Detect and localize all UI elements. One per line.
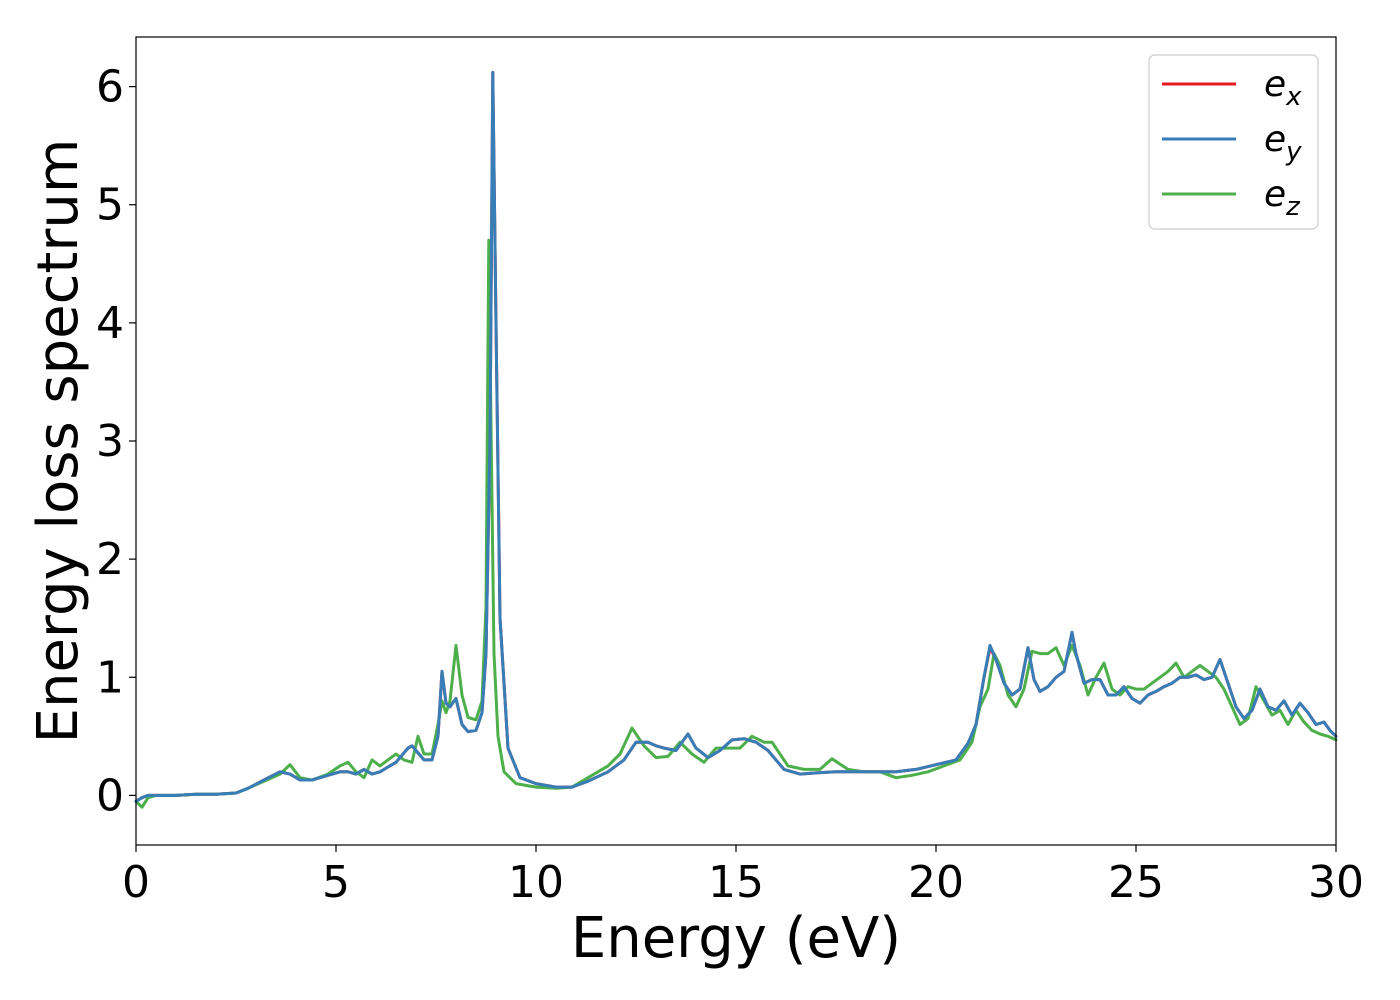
x-axis-ticks: 0 5 10 15 20 25 30: [122, 845, 1364, 908]
legend-label-e-z: ez: [1264, 174, 1301, 222]
legend-label-base: e: [1264, 119, 1286, 160]
series-lines: [134, 70, 1338, 809]
plot-frame: [135, 36, 1337, 846]
legend-frame: [1148, 54, 1319, 230]
x-axis-label: Energy (eV): [571, 906, 901, 971]
y-tick-label: 0: [96, 770, 124, 821]
legend-label-subscript: x: [1285, 82, 1302, 112]
x-tick-label: 0: [122, 857, 150, 908]
series-line-e-y: [134, 70, 1338, 803]
y-tick-label: 3: [96, 416, 124, 467]
legend-label-e-y: ey: [1264, 119, 1302, 167]
legend-label-base: e: [1264, 64, 1286, 105]
legend-label-subscript: z: [1285, 192, 1301, 222]
y-tick-label: 1: [96, 652, 124, 703]
plot-area: [136, 37, 1336, 845]
y-axis-label: Energy loss spectrum: [26, 139, 91, 744]
x-tick-label: 25: [1108, 857, 1164, 908]
legend-label-subscript: y: [1285, 137, 1302, 167]
x-tick-label: 15: [708, 857, 764, 908]
series-line-e-z: [134, 238, 1338, 809]
legend-label-base: e: [1264, 174, 1286, 215]
x-tick-label: 20: [908, 857, 964, 908]
x-tick-label: 30: [1308, 857, 1364, 908]
legend-label-e-x: ex: [1264, 64, 1302, 112]
x-tick-label: 5: [322, 857, 350, 908]
y-tick-label: 4: [96, 298, 124, 349]
x-tick-label: 10: [508, 857, 564, 908]
y-tick-label: 6: [96, 62, 124, 113]
y-tick-label: 2: [96, 534, 124, 585]
y-axis-ticks: 0 1 2 3 4 5 6: [96, 62, 136, 821]
y-tick-label: 5: [96, 180, 124, 231]
